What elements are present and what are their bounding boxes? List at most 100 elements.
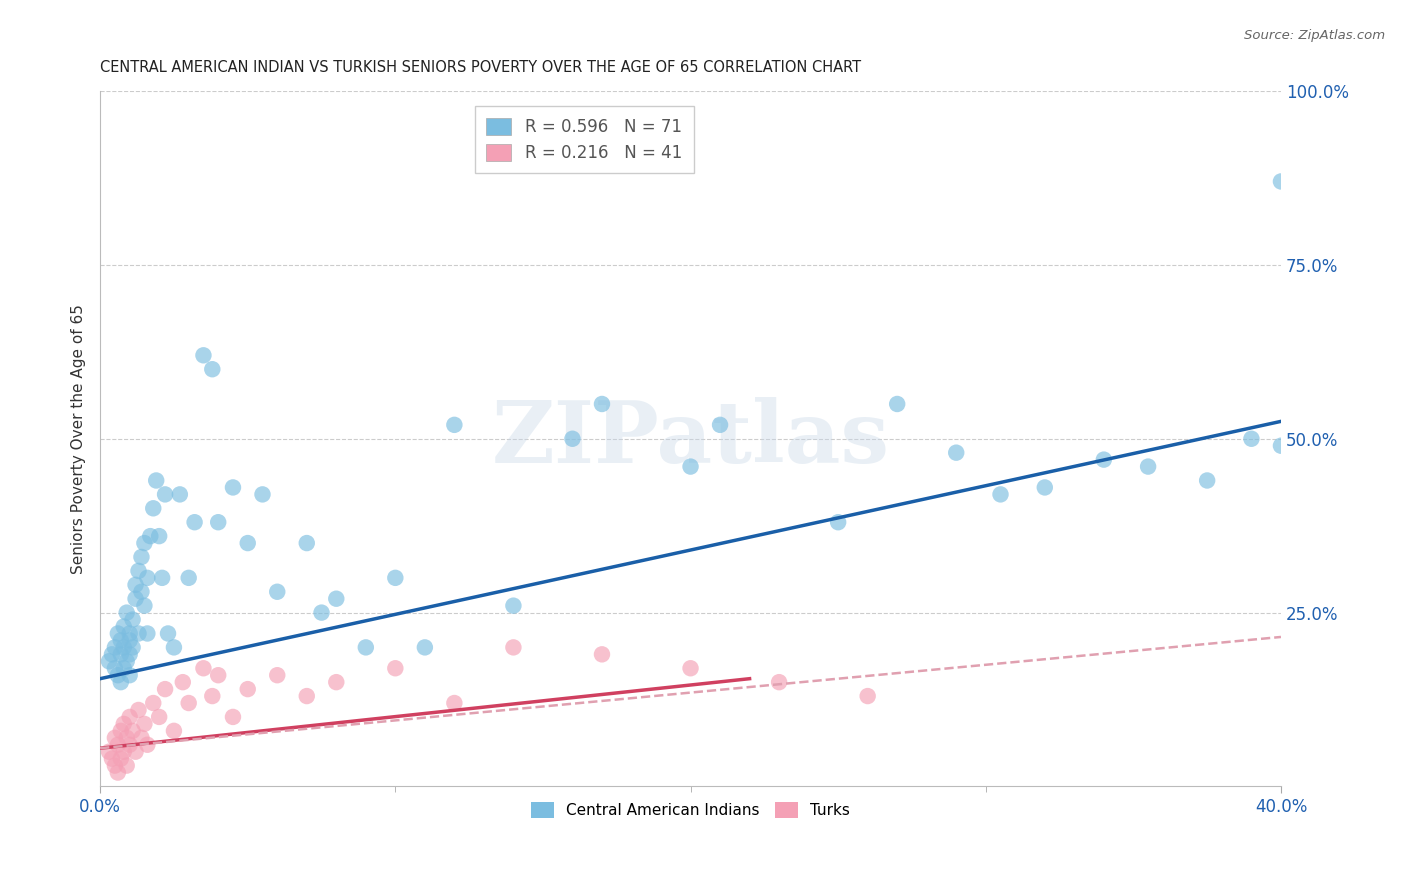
Point — [295, 536, 318, 550]
Point — [153, 682, 176, 697]
Point — [150, 571, 173, 585]
Point — [110, 723, 132, 738]
Point — [443, 417, 465, 432]
Point — [384, 661, 406, 675]
Point — [118, 668, 141, 682]
Point — [131, 549, 153, 564]
Point — [104, 731, 127, 745]
Point — [112, 640, 135, 655]
Point — [128, 703, 150, 717]
Point — [104, 640, 127, 655]
Point — [128, 626, 150, 640]
Point — [136, 738, 159, 752]
Point — [172, 675, 194, 690]
Point — [207, 515, 229, 529]
Point — [1033, 480, 1056, 494]
Point — [121, 723, 143, 738]
Point — [118, 710, 141, 724]
Point — [112, 745, 135, 759]
Point — [124, 578, 146, 592]
Point — [112, 619, 135, 633]
Point — [768, 675, 790, 690]
Point — [134, 717, 156, 731]
Point — [112, 661, 135, 675]
Point — [142, 501, 165, 516]
Point — [325, 591, 347, 606]
Point — [502, 640, 524, 655]
Point — [325, 675, 347, 690]
Point — [131, 731, 153, 745]
Point — [157, 626, 180, 640]
Point — [886, 397, 908, 411]
Point — [142, 696, 165, 710]
Point — [163, 723, 186, 738]
Point — [201, 362, 224, 376]
Point — [236, 536, 259, 550]
Point — [104, 661, 127, 675]
Point — [121, 613, 143, 627]
Point — [107, 668, 129, 682]
Point — [591, 648, 613, 662]
Point — [1270, 174, 1292, 188]
Point — [110, 648, 132, 662]
Point — [236, 682, 259, 697]
Point — [136, 571, 159, 585]
Point — [827, 515, 849, 529]
Point — [131, 584, 153, 599]
Point — [107, 738, 129, 752]
Point — [118, 738, 141, 752]
Point — [124, 591, 146, 606]
Point — [98, 654, 121, 668]
Legend: Central American Indians, Turks: Central American Indians, Turks — [524, 796, 856, 824]
Point — [118, 633, 141, 648]
Point — [207, 668, 229, 682]
Point — [115, 758, 138, 772]
Point — [128, 564, 150, 578]
Text: Source: ZipAtlas.com: Source: ZipAtlas.com — [1244, 29, 1385, 42]
Point — [413, 640, 436, 655]
Point — [124, 745, 146, 759]
Text: CENTRAL AMERICAN INDIAN VS TURKISH SENIORS POVERTY OVER THE AGE OF 65 CORRELATIO: CENTRAL AMERICAN INDIAN VS TURKISH SENIO… — [100, 60, 862, 75]
Point — [110, 675, 132, 690]
Point — [145, 474, 167, 488]
Point — [1270, 439, 1292, 453]
Point — [266, 584, 288, 599]
Point — [856, 689, 879, 703]
Point — [1240, 432, 1263, 446]
Point — [112, 717, 135, 731]
Point — [1137, 459, 1160, 474]
Point — [679, 459, 702, 474]
Point — [354, 640, 377, 655]
Point — [201, 689, 224, 703]
Point — [118, 648, 141, 662]
Point — [443, 696, 465, 710]
Point — [148, 710, 170, 724]
Point — [104, 758, 127, 772]
Point — [134, 536, 156, 550]
Point — [98, 745, 121, 759]
Point — [121, 640, 143, 655]
Point — [169, 487, 191, 501]
Point — [107, 765, 129, 780]
Point — [148, 529, 170, 543]
Point — [990, 487, 1012, 501]
Point — [101, 752, 124, 766]
Point — [679, 661, 702, 675]
Point — [134, 599, 156, 613]
Point — [193, 348, 215, 362]
Y-axis label: Seniors Poverty Over the Age of 65: Seniors Poverty Over the Age of 65 — [72, 304, 86, 574]
Point — [118, 626, 141, 640]
Point — [163, 640, 186, 655]
Point — [110, 752, 132, 766]
Point — [101, 648, 124, 662]
Point — [295, 689, 318, 703]
Point — [193, 661, 215, 675]
Point — [1197, 474, 1219, 488]
Point — [591, 397, 613, 411]
Point — [177, 696, 200, 710]
Point — [502, 599, 524, 613]
Point — [222, 710, 245, 724]
Point — [311, 606, 333, 620]
Point — [115, 654, 138, 668]
Point — [266, 668, 288, 682]
